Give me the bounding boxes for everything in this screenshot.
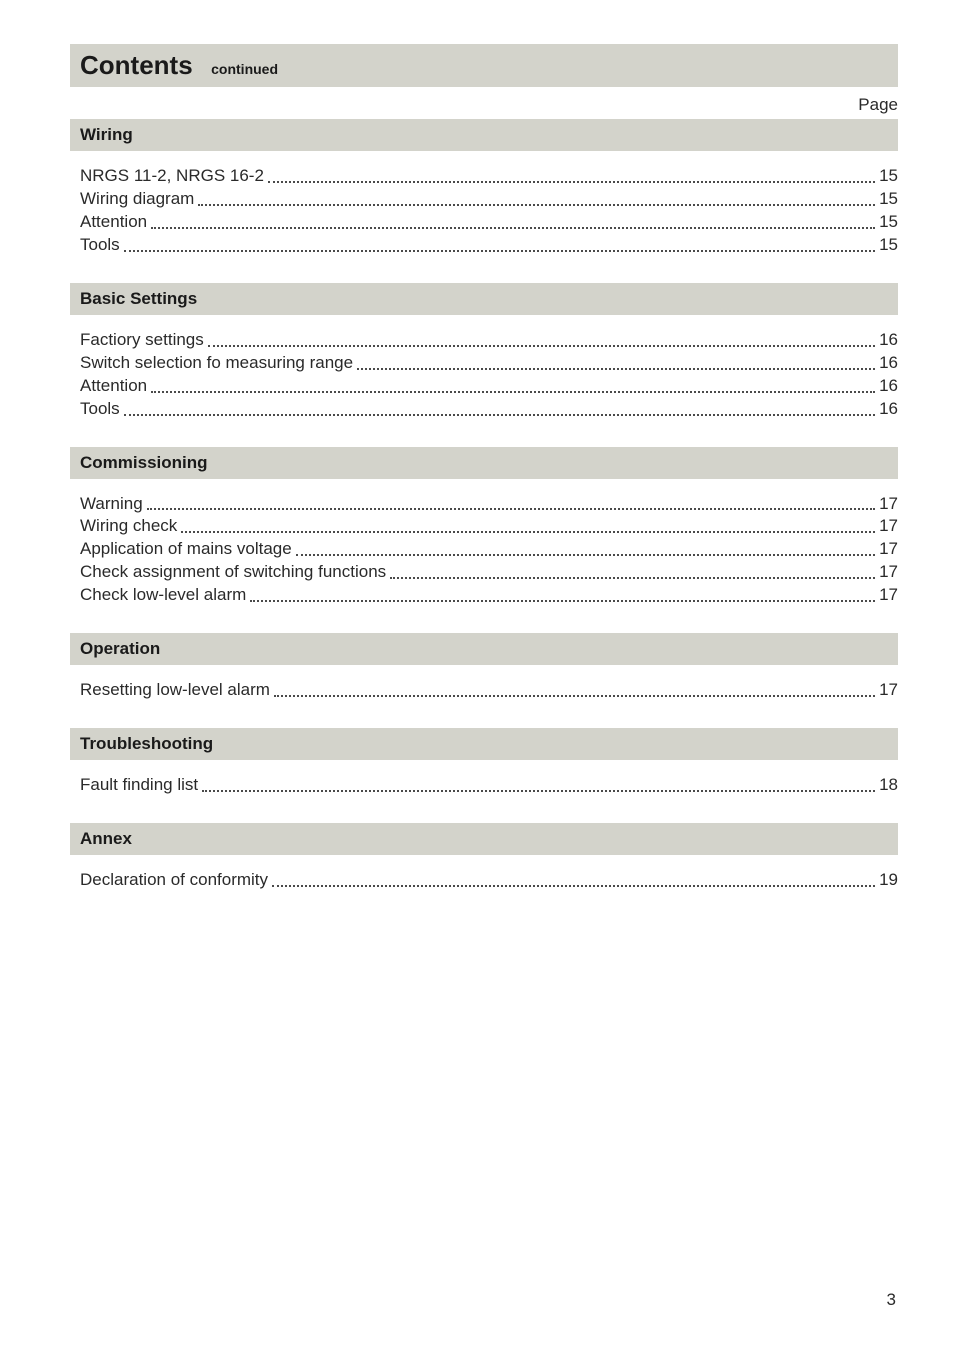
toc-leader-dots — [208, 345, 875, 347]
toc-entry-label: Tools — [80, 398, 120, 421]
toc-entry-label: Resetting low-level alarm — [80, 679, 270, 702]
toc-entry-label: Attention — [80, 211, 147, 234]
contents-subtitle: continued — [211, 61, 278, 77]
toc-row: Factiory settings 16 — [80, 329, 898, 352]
toc-entry-label: Fault finding list — [80, 774, 198, 797]
section-heading-bar: Troubleshooting — [70, 728, 898, 760]
section-title: Troubleshooting — [80, 734, 213, 753]
toc-leader-dots — [124, 414, 875, 416]
toc-entry-label: Check assignment of switching functions — [80, 561, 386, 584]
toc-entry-page: 15 — [879, 188, 898, 211]
toc-leader-dots — [357, 368, 875, 370]
page-column-label: Page — [80, 95, 898, 115]
toc-block: Declaration of conformity 19 — [80, 869, 898, 892]
toc-leader-dots — [250, 600, 875, 602]
toc-block: Factiory settings16Switch selection fo m… — [80, 329, 898, 421]
toc-entry-page: 15 — [879, 234, 898, 257]
page-container: Contents continued Page Wiring NRGS 11-2,… — [0, 0, 954, 892]
toc-entry-page: 19 — [879, 869, 898, 892]
toc-entry-page: 15 — [879, 165, 898, 188]
toc-row: Application of mains voltage 17 — [80, 538, 898, 561]
toc-leader-dots — [296, 554, 875, 556]
toc-row: Resetting low-level alarm 17 — [80, 679, 898, 702]
page-number: 3 — [887, 1290, 896, 1310]
toc-leader-dots — [268, 181, 875, 183]
toc-leader-dots — [390, 577, 875, 579]
toc-entry-page: 15 — [879, 211, 898, 234]
section-title: Commissioning — [80, 453, 208, 472]
toc-block: NRGS 11-2, NRGS 16-215Wiring diagram15At… — [80, 165, 898, 257]
toc-entry-label: Tools — [80, 234, 120, 257]
toc-row: Attention 15 — [80, 211, 898, 234]
toc-leader-dots — [151, 227, 875, 229]
toc-block: Resetting low-level alarm 17 — [80, 679, 898, 702]
toc-row: Attention 16 — [80, 375, 898, 398]
toc-sections: WiringNRGS 11-2, NRGS 16-215Wiring diagr… — [80, 119, 898, 892]
toc-entry-page: 17 — [879, 561, 898, 584]
section-title: Operation — [80, 639, 160, 658]
toc-row: Declaration of conformity 19 — [80, 869, 898, 892]
section-heading-bar: Annex — [70, 823, 898, 855]
toc-row: Tools 15 — [80, 234, 898, 257]
toc-row: Check assignment of switching functions 1… — [80, 561, 898, 584]
toc-block: Fault finding list 18 — [80, 774, 898, 797]
toc-row: Wiring diagram 15 — [80, 188, 898, 211]
toc-entry-label: Switch selection fo measuring range — [80, 352, 353, 375]
toc-leader-dots — [198, 204, 875, 206]
toc-leader-dots — [202, 790, 875, 792]
toc-row: Wiring check 17 — [80, 515, 898, 538]
toc-leader-dots — [147, 508, 875, 510]
section-heading-bar: Operation — [70, 633, 898, 665]
toc-leader-dots — [151, 391, 875, 393]
toc-entry-page: 18 — [879, 774, 898, 797]
toc-entry-label: Check low-level alarm — [80, 584, 246, 607]
toc-row: Warning 17 — [80, 493, 898, 516]
section-heading-bar: Commissioning — [70, 447, 898, 479]
toc-entry-label: Application of mains voltage — [80, 538, 292, 561]
toc-row: NRGS 11-2, NRGS 16-2 15 — [80, 165, 898, 188]
toc-entry-label: NRGS 11-2, NRGS 16-2 — [80, 165, 264, 188]
toc-leader-dots — [181, 531, 875, 533]
toc-entry-page: 16 — [879, 398, 898, 421]
toc-entry-page: 17 — [879, 584, 898, 607]
section-title: Wiring — [80, 125, 133, 144]
toc-entry-label: Wiring diagram — [80, 188, 194, 211]
toc-entry-label: Warning — [80, 493, 143, 516]
toc-leader-dots — [274, 695, 875, 697]
toc-entry-label: Declaration of conformity — [80, 869, 268, 892]
toc-entry-page: 17 — [879, 515, 898, 538]
toc-row: Check low-level alarm 17 — [80, 584, 898, 607]
section-title: Basic Settings — [80, 289, 197, 308]
section-heading-bar: Basic Settings — [70, 283, 898, 315]
toc-entry-label: Attention — [80, 375, 147, 398]
contents-title: Contents — [80, 50, 193, 80]
toc-entry-page: 17 — [879, 679, 898, 702]
section-heading-bar: Wiring — [70, 119, 898, 151]
toc-entry-page: 17 — [879, 538, 898, 561]
toc-row: Fault finding list 18 — [80, 774, 898, 797]
toc-row: Switch selection fo measuring range 16 — [80, 352, 898, 375]
toc-entry-page: 16 — [879, 329, 898, 352]
toc-entry-page: 16 — [879, 375, 898, 398]
toc-entry-label: Wiring check — [80, 515, 177, 538]
toc-entry-label: Factiory settings — [80, 329, 204, 352]
toc-row: Tools 16 — [80, 398, 898, 421]
toc-leader-dots — [124, 250, 875, 252]
toc-leader-dots — [272, 885, 875, 887]
section-title: Annex — [80, 829, 132, 848]
toc-entry-page: 17 — [879, 493, 898, 516]
contents-heading-bar: Contents continued — [70, 44, 898, 87]
toc-block: Warning17Wiring check17Application of ma… — [80, 493, 898, 608]
toc-entry-page: 16 — [879, 352, 898, 375]
